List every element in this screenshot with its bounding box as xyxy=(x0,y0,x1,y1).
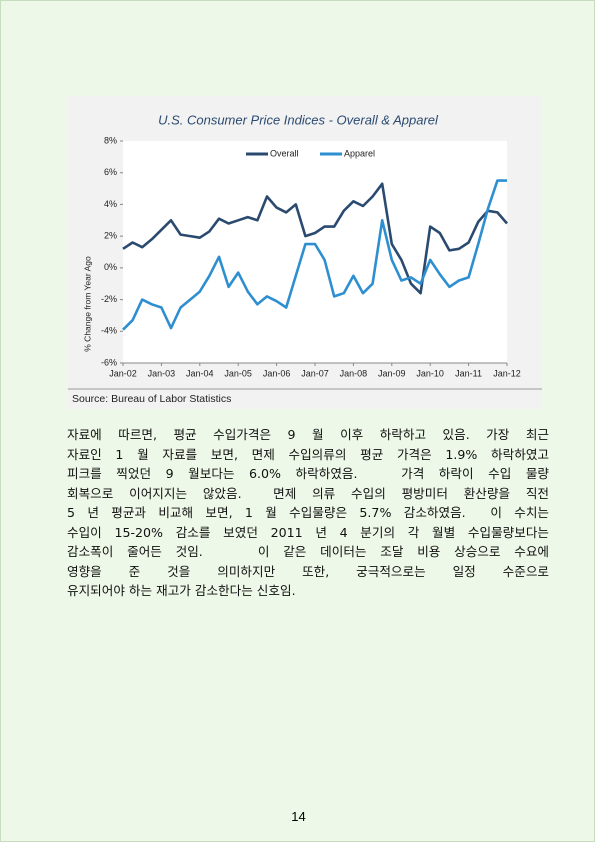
x-tick-label: Jan-05 xyxy=(224,368,252,378)
y-tick-label: 0% xyxy=(104,262,117,272)
text-line: 5 년 평균과 비교해 보면, 1 월 수입물량은 5.7% 감소하였음. 이 … xyxy=(67,505,549,520)
y-tick-label: 8% xyxy=(104,135,117,145)
y-tick-label: -6% xyxy=(101,357,117,367)
text-line: 피크를 찍었던 9 월보다는 6.0% 하락하였음. 가격 하락이 수입 물량 xyxy=(67,466,549,481)
x-tick-label: Jan-04 xyxy=(186,368,214,378)
x-tick-label: Jan-03 xyxy=(148,368,176,378)
chart-title: U.S. Consumer Price Indices - Overall & … xyxy=(158,112,439,127)
y-tick-label: -2% xyxy=(101,294,117,304)
series-line xyxy=(122,182,508,295)
text-line: 영향을 준 것을 의미하지만 또한, 궁극적으로는 일정 수준으로 xyxy=(67,563,549,579)
y-axis-label: % Change from Year Ago xyxy=(82,256,92,352)
y-tick-label: 4% xyxy=(104,199,117,209)
page-number: 14 xyxy=(291,809,306,824)
legend-label: Apparel xyxy=(344,148,375,158)
x-tick-label: Jan-06 xyxy=(263,368,291,378)
text-line: 회복으로 이어지지는 않았음. 면제 의류 수입의 평방미터 환산량을 직전 xyxy=(67,485,549,501)
series-line xyxy=(122,179,507,331)
x-tick-label: Jan-10 xyxy=(416,368,444,378)
text-line: 자료인 1 월 자료를 보면, 면제 수입의류의 평균 가격은 1.9% 하락하… xyxy=(67,446,549,462)
x-tick-label: Jan-02 xyxy=(109,368,137,378)
x-tick-label: Jan-08 xyxy=(340,368,368,378)
text-line: 자료에 따르면, 평균 수입가격은 9 월 이후 하락하고 있음. 가장 최근 xyxy=(67,427,549,442)
text-line: 유지되어야 하는 재고가 감소한다는 신호임. xyxy=(67,583,296,598)
text-line: 수입이 15-20% 감소를 보였던 2011 년 4 분기의 각 월별 수입물… xyxy=(67,524,549,540)
chart: U.S. Consumer Price Indices - Overall & … xyxy=(68,96,542,409)
x-tick-label: Jan-12 xyxy=(493,368,521,378)
x-tick-label: Jan-09 xyxy=(378,368,406,378)
text-line: 감소폭이 줄어든 것임. 이 같은 데이터는 조달 비용 상승으로 수요에 xyxy=(67,544,549,559)
x-tick-label: Jan-11 xyxy=(455,368,482,378)
plot-area xyxy=(123,141,507,363)
x-tick-label: Jan-07 xyxy=(301,368,329,378)
y-tick-label: 2% xyxy=(104,231,117,241)
y-tick-label: 6% xyxy=(104,167,117,177)
y-tick-label: -4% xyxy=(101,326,117,336)
source: Source: Bureau of Labor Statistics xyxy=(72,393,231,405)
legend-label: Overall xyxy=(270,148,299,158)
